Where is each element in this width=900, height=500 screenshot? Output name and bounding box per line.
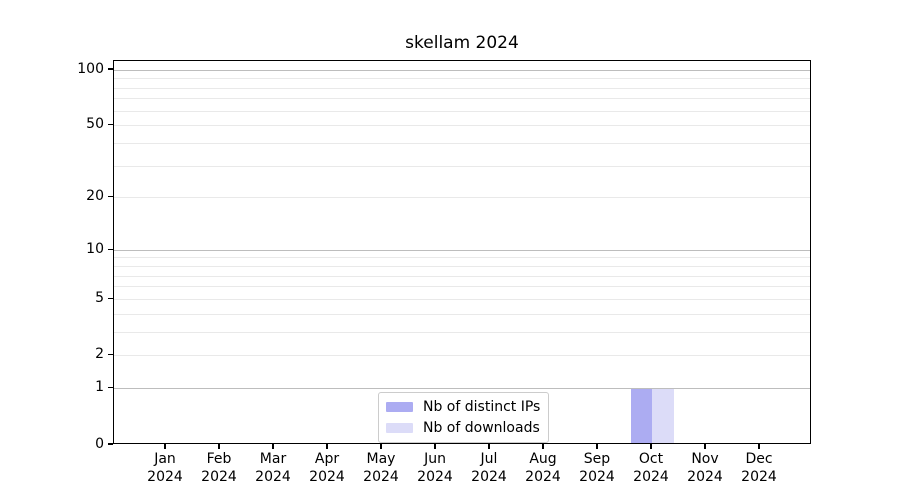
bar-downloads: [652, 388, 674, 443]
y-tick-label: 50: [86, 116, 104, 133]
y-major-gridline: [114, 249, 810, 251]
y-minor-gridline: [114, 197, 810, 199]
y-minor-gridline: [114, 110, 810, 112]
x-tick-mark: [434, 444, 436, 449]
y-minor-gridline: [114, 355, 810, 357]
y-tick-mark: [108, 195, 113, 198]
x-tick-mark: [488, 444, 490, 449]
x-tick-mark: [542, 444, 544, 449]
y-minor-gridline: [114, 298, 810, 300]
x-tick-label: Mar 2024: [255, 451, 291, 485]
legend-swatch-downloads: [386, 423, 413, 433]
y-minor-gridline: [114, 142, 810, 144]
y-minor-gridline: [114, 165, 810, 167]
y-tick-mark: [108, 386, 113, 389]
x-tick-label: Oct 2024: [633, 451, 669, 485]
x-tick-label: Aug 2024: [525, 451, 561, 485]
y-tick-mark: [108, 297, 113, 300]
legend-entry-distinct-ips: Nb of distinct IPs: [386, 398, 540, 416]
y-minor-gridline: [114, 125, 810, 127]
y-minor-gridline: [114, 313, 810, 315]
y-minor-gridline: [114, 98, 810, 100]
y-tick-mark: [108, 248, 113, 250]
x-tick-label: Apr 2024: [309, 451, 345, 485]
y-tick-label: 0: [95, 435, 104, 452]
y-major-gridline: [114, 388, 810, 390]
y-tick-label: 5: [95, 289, 104, 306]
y-minor-gridline: [114, 257, 810, 259]
y-major-gridline: [114, 69, 810, 71]
y-tick-label: 1: [95, 379, 104, 396]
x-tick-mark: [218, 444, 220, 449]
y-tick-mark: [108, 123, 113, 126]
x-tick-mark: [704, 444, 706, 449]
x-tick-mark: [380, 444, 382, 449]
legend-label-distinct-ips: Nb of distinct IPs: [423, 399, 541, 415]
legend-entry-downloads: Nb of downloads: [386, 419, 540, 437]
y-minor-gridline: [114, 275, 810, 277]
x-tick-mark: [164, 444, 166, 449]
x-tick-label: Dec 2024: [741, 451, 777, 485]
y-tick-label: 2: [95, 346, 104, 363]
x-tick-label: Sep 2024: [579, 451, 615, 485]
y-minor-gridline: [114, 331, 810, 333]
chart-title: skellam 2024: [405, 33, 519, 53]
y-tick-mark: [108, 443, 113, 445]
x-tick-mark: [758, 444, 760, 449]
x-tick-label: Jul 2024: [471, 451, 507, 485]
x-tick-label: Nov 2024: [687, 451, 723, 485]
legend-swatch-distinct-ips: [386, 402, 413, 412]
bar-distinct-ips: [630, 388, 652, 443]
x-tick-mark: [596, 444, 598, 449]
y-tick-mark: [108, 68, 113, 70]
legend-label-downloads: Nb of downloads: [423, 420, 540, 436]
legend: Nb of distinct IPs Nb of downloads: [378, 392, 550, 443]
y-minor-gridline: [114, 266, 810, 268]
y-tick-mark: [108, 354, 113, 356]
y-tick-label: 100: [77, 60, 104, 77]
y-minor-gridline: [114, 78, 810, 80]
plot-area: [113, 60, 811, 444]
x-tick-label: Jan 2024: [147, 451, 183, 485]
x-tick-label: May 2024: [363, 451, 399, 485]
x-tick-label: Feb 2024: [201, 451, 237, 485]
y-tick-label: 10: [86, 240, 104, 257]
x-tick-mark: [326, 444, 328, 449]
x-tick-label: Jun 2024: [417, 451, 453, 485]
x-tick-mark: [650, 444, 652, 449]
y-tick-label: 20: [86, 188, 104, 205]
y-minor-gridline: [114, 87, 810, 89]
y-minor-gridline: [114, 286, 810, 288]
x-tick-mark: [272, 444, 274, 449]
